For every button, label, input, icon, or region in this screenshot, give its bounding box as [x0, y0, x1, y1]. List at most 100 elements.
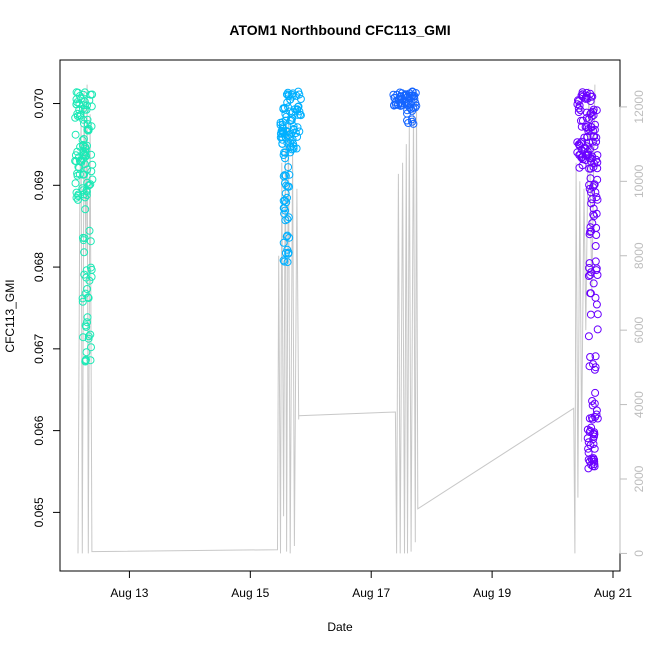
data-point	[81, 321, 90, 330]
data-point	[394, 95, 403, 104]
data-point	[583, 147, 592, 156]
data-point	[585, 164, 594, 173]
x-tick-label: Aug 21	[594, 586, 632, 600]
data-point	[286, 95, 295, 104]
data-point	[588, 92, 597, 101]
data-point	[402, 91, 411, 100]
data-point	[78, 297, 87, 306]
data-point	[589, 107, 598, 116]
data-point	[85, 96, 94, 105]
data-point	[593, 151, 602, 160]
data-point	[578, 161, 587, 170]
data-point	[86, 180, 95, 189]
data-point	[589, 210, 598, 219]
data-point	[79, 115, 88, 124]
data-point	[584, 332, 593, 341]
data-point	[280, 257, 289, 266]
data-point	[582, 88, 591, 97]
data-point	[293, 132, 302, 141]
x-axis: Aug 13 Aug 15 Aug 17 Aug 19 Aug 21	[110, 570, 632, 600]
data-point	[82, 191, 91, 200]
data-point	[281, 148, 290, 157]
data-point	[82, 348, 91, 357]
data-point	[291, 129, 300, 137]
data-point	[283, 88, 292, 97]
data-point	[289, 144, 298, 153]
data-point	[84, 334, 93, 343]
data-point	[592, 231, 601, 239]
series-3	[389, 87, 421, 128]
data-point	[79, 155, 87, 163]
data-point	[285, 131, 293, 140]
x-tick-label: Aug 15	[231, 586, 269, 600]
data-point	[593, 175, 602, 184]
data-point	[283, 182, 292, 191]
data-point	[85, 226, 94, 235]
data-point	[72, 157, 81, 166]
data-point	[276, 121, 285, 129]
data-point	[74, 195, 82, 204]
series-1	[71, 88, 97, 366]
data-point	[587, 199, 596, 208]
data-point	[588, 401, 597, 410]
data-point	[78, 136, 87, 145]
data-point	[591, 242, 600, 250]
data-point	[80, 248, 89, 257]
data-point	[86, 263, 95, 272]
data-point	[588, 195, 596, 204]
data-point	[593, 325, 602, 334]
data-point	[592, 155, 601, 164]
data-point	[582, 108, 591, 117]
data-point	[87, 167, 96, 176]
data-point	[405, 92, 414, 101]
data-point	[574, 108, 583, 117]
data-point	[593, 164, 602, 173]
x-tick-label: Aug 17	[352, 586, 390, 600]
data-point	[586, 310, 595, 319]
data-point	[590, 212, 599, 221]
data-point	[591, 388, 600, 397]
y-right-tick-label: 0	[632, 550, 646, 557]
y-axis-right: 0 2000 4000 6000 8000 10000 12000	[619, 90, 646, 557]
data-point	[296, 111, 305, 120]
data-point	[279, 238, 288, 247]
data-point	[279, 256, 288, 265]
x-tick-label: Aug 19	[473, 586, 511, 600]
data-point	[396, 92, 405, 101]
data-point	[73, 171, 82, 180]
data-point	[586, 289, 595, 298]
series-4	[573, 88, 602, 473]
series-2	[276, 87, 305, 267]
data-point	[86, 356, 95, 365]
data-point	[393, 90, 402, 99]
data-point	[289, 122, 298, 131]
data-point	[280, 171, 289, 180]
data-point	[408, 115, 416, 124]
data-point	[283, 215, 292, 224]
data-point	[83, 141, 91, 150]
x-axis-label: Date	[327, 620, 353, 634]
data-point	[584, 448, 593, 457]
data-point	[279, 196, 288, 205]
data-point	[581, 122, 590, 131]
data-point	[398, 89, 406, 98]
data-point	[585, 230, 594, 239]
data-point	[390, 101, 398, 110]
data-point	[72, 88, 81, 97]
data-point	[577, 122, 586, 131]
secondary-line	[77, 84, 596, 554]
y-left-tick-label: 0.070	[32, 88, 46, 118]
y-right-tick-label: 10000	[632, 164, 646, 198]
data-point	[591, 352, 600, 361]
data-point	[79, 236, 88, 245]
data-point	[589, 279, 598, 288]
data-point	[80, 88, 89, 97]
y-right-tick-label: 6000	[632, 316, 646, 343]
data-point	[87, 343, 95, 352]
data-point	[584, 272, 593, 280]
data-point	[87, 272, 96, 281]
data-point	[574, 97, 583, 106]
data-point	[585, 362, 594, 371]
data-point	[71, 113, 80, 122]
